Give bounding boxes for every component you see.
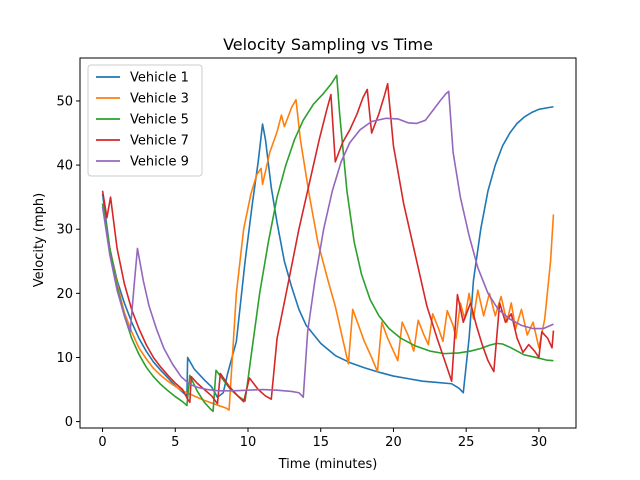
series-line-vehicle-5	[101, 74, 554, 413]
legend-label-vehicle-5: Vehicle 5	[130, 113, 189, 128]
legend-label-vehicle-7: Vehicle 7	[130, 134, 189, 149]
y-axis-label: Velocity (mph)	[32, 193, 47, 287]
y-tick-label: 0	[65, 415, 73, 430]
chart-title: Velocity Sampling vs Time	[223, 35, 433, 54]
x-tick-label: 15	[312, 435, 329, 450]
series-line-vehicle-7	[101, 82, 555, 405]
x-tick-label: 20	[385, 435, 402, 450]
x-tick-label: 30	[531, 435, 548, 450]
legend: Vehicle 1 Vehicle 3 Vehicle 5 Vehicle 7 Vehi…	[87, 64, 203, 177]
series-line-vehicle-9	[101, 90, 554, 399]
x-axis-label: Time (minutes)	[278, 457, 378, 472]
plot-area	[101, 74, 555, 413]
axes: 0 5 10 15 20 25 30 0 10 20 30 40 50	[56, 57, 577, 450]
legend-label-vehicle-9: Vehicle 9	[130, 155, 189, 170]
x-tick-label: 5	[171, 435, 179, 450]
y-tick-label: 40	[56, 159, 73, 174]
legend-box	[87, 64, 203, 177]
series-line-vehicle-1	[101, 105, 554, 399]
y-tick-label: 20	[56, 287, 73, 302]
y-tick-label: 30	[56, 223, 73, 238]
x-tick-label: 10	[240, 435, 257, 450]
series-line-vehicle-3	[101, 98, 555, 411]
plot-frame	[79, 57, 577, 429]
legend-label-vehicle-1: Vehicle 1	[130, 71, 189, 86]
y-tick-label: 10	[56, 351, 73, 366]
x-tick-label: 25	[458, 435, 475, 450]
y-tick-label: 50	[56, 94, 73, 109]
legend-label-vehicle-3: Vehicle 3	[130, 92, 189, 107]
x-tick-label: 0	[98, 435, 106, 450]
